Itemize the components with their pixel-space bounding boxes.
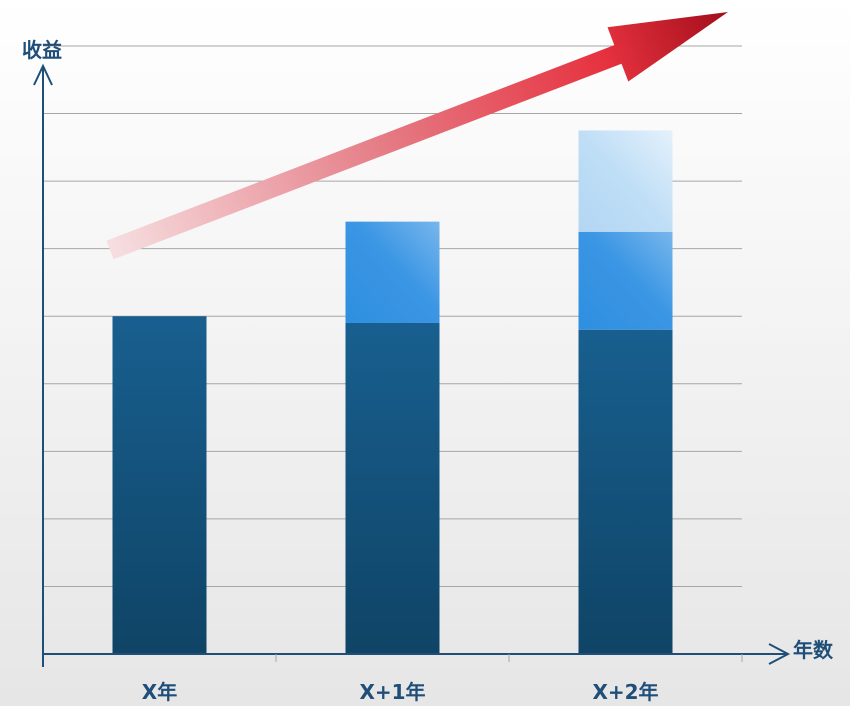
x-axis-title: 年数 [793, 638, 834, 662]
x-tick-label: X+1年 [359, 680, 425, 704]
bar-segment-middle [345, 221, 440, 323]
x-tick-label: X+2年 [592, 680, 658, 704]
x-axis-ticks [275, 654, 743, 662]
bars [112, 130, 673, 654]
axes [33, 63, 791, 667]
trend-arrow-shape [106, 12, 728, 260]
bar-segment-base [345, 322, 440, 654]
x-axis-arrowhead [768, 643, 791, 665]
trend-arrow [106, 12, 728, 260]
bar-segment-base [112, 316, 207, 654]
bar-segment-top [578, 130, 673, 232]
bar-segment-middle [578, 231, 673, 330]
x-tick-labels: X年 X+1年 X+2年 [142, 680, 659, 704]
x-tick-label: X年 [142, 680, 177, 704]
bar-segment-base [578, 329, 673, 654]
y-axis-arrowhead [33, 63, 53, 86]
y-axis-title: 收益 [22, 38, 62, 62]
